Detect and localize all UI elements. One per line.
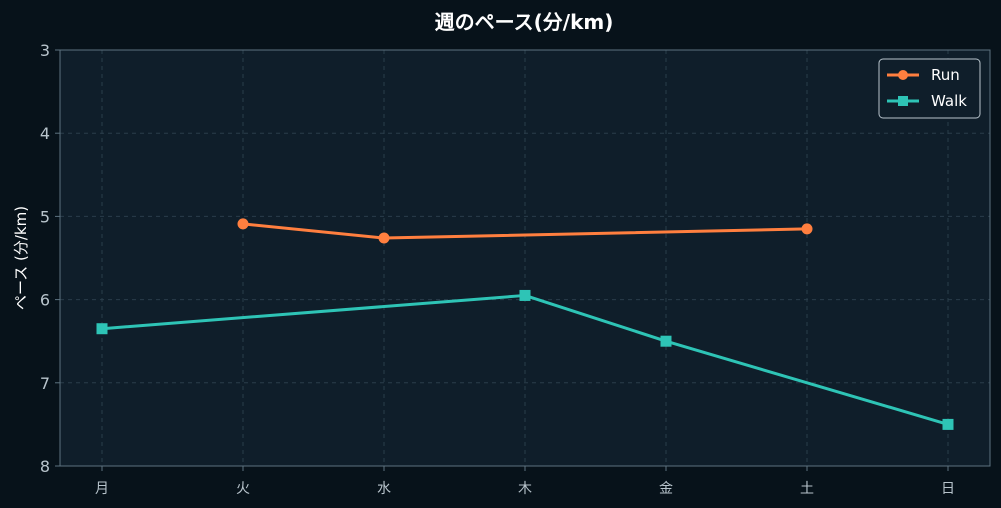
data-point: [378, 232, 390, 244]
y-tick-label: 6: [40, 291, 50, 310]
x-tick-label: 日: [941, 481, 955, 497]
series-walk: [96, 289, 954, 430]
x-tick-label: 月: [95, 481, 109, 497]
data-point: [519, 289, 531, 301]
data-point: [660, 335, 672, 347]
x-tick-label: 金: [659, 481, 673, 497]
legend-item-run: Run: [887, 66, 960, 84]
legend-item-walk: Walk: [887, 92, 967, 110]
y-tick-label: 4: [40, 124, 50, 143]
y-tick-label: 8: [40, 457, 50, 476]
legend-marker: [898, 70, 908, 80]
data-point: [942, 418, 954, 430]
y-tick-label: 7: [40, 374, 50, 393]
chart-title: 週のペース(分/km): [435, 10, 614, 34]
x-tick-label: 火: [236, 481, 250, 497]
series-line-walk: [101, 293, 949, 426]
data-point: [237, 218, 249, 230]
series-run: [237, 218, 813, 244]
x-axis: 月火水木金土日: [95, 466, 955, 497]
data-point: [96, 323, 108, 335]
grid-lines: [60, 50, 990, 466]
series-layer: [96, 218, 954, 430]
legend: Run Walk: [878, 58, 981, 119]
y-axis: 3 4 5 6 7 8: [40, 41, 60, 476]
x-tick-label: 木: [518, 481, 532, 497]
y-axis-label: ペース (分/km): [12, 206, 30, 310]
legend-label: Walk: [931, 92, 967, 110]
data-point: [801, 223, 813, 235]
x-tick-label: 水: [377, 481, 391, 497]
y-tick-label: 5: [40, 207, 50, 226]
x-tick-label: 土: [800, 481, 814, 497]
legend-label: Run: [931, 66, 960, 84]
y-tick-label: 3: [40, 41, 50, 60]
legend-marker: [898, 96, 908, 106]
